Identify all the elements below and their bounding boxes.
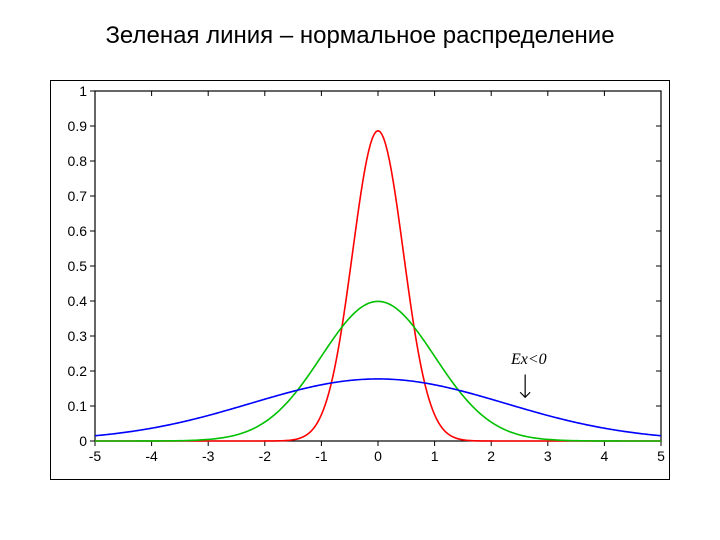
svg-text:-2: -2 (259, 448, 272, 464)
svg-text:-1: -1 (315, 448, 328, 464)
svg-text:2: 2 (487, 448, 495, 464)
svg-text:0: 0 (374, 448, 382, 464)
svg-text:-4: -4 (145, 448, 158, 464)
svg-text:4: 4 (601, 448, 609, 464)
slide-title: Зеленая линия – нормальное распределение (0, 22, 720, 50)
svg-text:1: 1 (79, 83, 87, 99)
distribution-chart: -5 -4 -3 -2 -1 0 1 2 3 4 5 0 0.1 0.2 0.3 0.4 0.5 0.6 0.7 0.… (51, 81, 669, 479)
svg-text:-5: -5 (89, 448, 102, 464)
svg-text:0.8: 0.8 (68, 153, 88, 169)
svg-text:3: 3 (544, 448, 552, 464)
svg-text:0: 0 (79, 433, 87, 449)
svg-text:0.6: 0.6 (68, 223, 88, 239)
svg-text:1: 1 (431, 448, 439, 464)
chart-container: -5 -4 -3 -2 -1 0 1 2 3 4 5 0 0.1 0.2 0.3 0.4 0.5 0.6 0.7 0.… (50, 80, 670, 480)
svg-text:0.9: 0.9 (68, 118, 88, 134)
svg-text:-3: -3 (202, 448, 215, 464)
svg-text:0.4: 0.4 (68, 293, 88, 309)
svg-text:0.7: 0.7 (68, 188, 88, 204)
svg-text:0.5: 0.5 (68, 258, 88, 274)
svg-text:0.2: 0.2 (68, 363, 88, 379)
svg-text:0.1: 0.1 (68, 398, 88, 414)
annotation-label: Ex<0 (510, 351, 547, 368)
svg-text:0.3: 0.3 (68, 328, 88, 344)
svg-text:5: 5 (657, 448, 665, 464)
